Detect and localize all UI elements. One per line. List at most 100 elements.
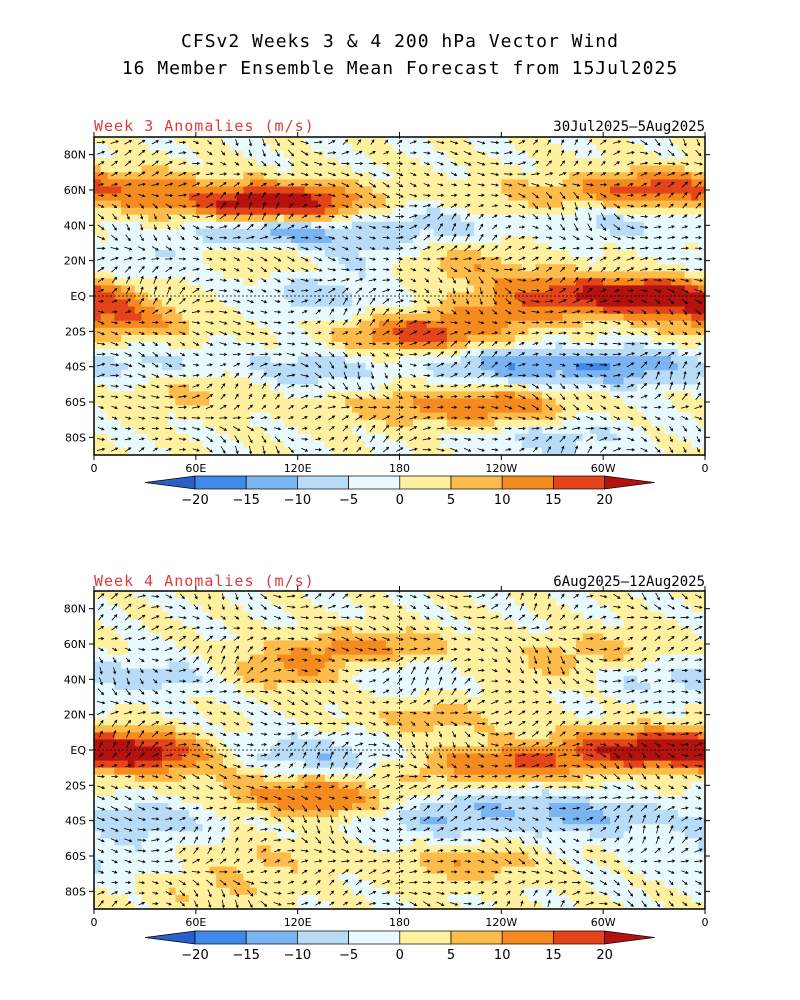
- anomaly-cell: [542, 221, 550, 230]
- anomaly-cell: [351, 158, 360, 166]
- anomaly-cell: [141, 377, 149, 385]
- anomaly-cell: [562, 221, 570, 230]
- wind-arrow: [531, 320, 540, 325]
- anomaly-cell: [630, 440, 638, 449]
- anomaly-cell: [589, 299, 597, 307]
- anomaly-cell: [609, 221, 618, 230]
- anomaly-cell: [419, 320, 428, 329]
- anomaly-cell: [555, 165, 563, 173]
- anomaly-cell: [297, 172, 305, 180]
- anomaly-cell: [453, 228, 461, 237]
- anomaly-cell: [535, 186, 543, 194]
- anomaly-cell: [576, 278, 584, 286]
- anomaly-cell: [121, 419, 129, 428]
- wind-arrow: [341, 268, 350, 272]
- wind-arrow: [450, 193, 458, 197]
- anomaly-cell: [243, 243, 251, 251]
- anomaly-cell: [487, 221, 495, 230]
- anomaly-cell: [284, 447, 292, 455]
- anomaly-cell: [277, 292, 285, 300]
- anomaly-cell: [297, 137, 305, 145]
- anomaly-cell: [684, 214, 692, 223]
- anomaly-cell: [555, 405, 563, 413]
- anomaly-cell: [324, 172, 333, 180]
- wind-arrow: [125, 234, 131, 242]
- anomaly-cell: [284, 299, 292, 307]
- anomaly-cell: [419, 384, 428, 392]
- anomaly-cell: [155, 334, 163, 343]
- anomaly-cell: [596, 250, 604, 258]
- anomaly-cell: [175, 243, 183, 251]
- wind-arrow: [234, 201, 239, 210]
- anomaly-cell: [609, 306, 618, 315]
- anomaly-cell: [603, 334, 611, 343]
- anomaly-cell: [630, 271, 638, 279]
- wind-arrow: [545, 172, 554, 176]
- anomaly-cell: [195, 306, 204, 315]
- anomaly-cell: [202, 278, 210, 286]
- anomaly-cell: [127, 391, 136, 399]
- anomaly-cell: [338, 158, 346, 166]
- anomaly-cell: [535, 144, 543, 152]
- anomaly-cell: [603, 228, 611, 237]
- anomaly-cell: [399, 172, 407, 180]
- wind-arrow: [694, 162, 703, 166]
- anomaly-cell: [297, 320, 305, 329]
- anomaly-cell: [256, 228, 265, 237]
- anomaly-cell: [189, 228, 197, 237]
- anomaly-cell: [616, 221, 624, 230]
- wind-arrow: [274, 224, 281, 230]
- anomaly-cell: [684, 144, 692, 152]
- anomaly-cell: [447, 243, 455, 251]
- wind-arrow: [694, 268, 703, 272]
- anomaly-cell: [100, 405, 108, 413]
- anomaly-cell: [548, 377, 557, 385]
- wind-arrow: [219, 289, 228, 293]
- anomaly-cell: [671, 264, 679, 272]
- anomaly-cell: [195, 137, 204, 145]
- wind-arrow: [383, 246, 390, 250]
- wind-arrow: [531, 267, 540, 272]
- anomaly-cell: [222, 264, 231, 272]
- anomaly-cell: [290, 313, 299, 322]
- anomaly-cell: [161, 285, 170, 293]
- anomaly-cell: [311, 179, 319, 187]
- anomaly-cell: [385, 235, 394, 244]
- anomaly-cell: [236, 391, 244, 399]
- anomaly-cell: [460, 384, 468, 392]
- anomaly-cell: [447, 285, 455, 293]
- anomaly-cell: [121, 285, 129, 293]
- anomaly-cell: [508, 200, 516, 209]
- anomaly-cell: [358, 334, 366, 343]
- anomaly-cell: [528, 186, 536, 194]
- wind-arrow: [518, 215, 526, 219]
- anomaly-cell: [677, 334, 686, 343]
- anomaly-cell: [671, 186, 679, 194]
- wind-arrow: [519, 342, 525, 346]
- anomaly-cell: [358, 377, 366, 385]
- anomaly-cell: [372, 405, 380, 413]
- wind-arrow: [369, 297, 376, 305]
- anomaly-cell: [684, 384, 692, 392]
- anomaly-cell: [94, 207, 102, 216]
- anomaly-cell: [345, 320, 353, 329]
- anomaly-cell: [392, 405, 400, 413]
- wind-arrow: [517, 267, 527, 271]
- anomaly-cell: [521, 341, 529, 350]
- wind-arrow: [248, 201, 253, 210]
- anomaly-cell: [229, 334, 237, 343]
- anomaly-cell: [698, 363, 705, 371]
- anomaly-cell: [508, 221, 516, 230]
- anomaly-cell: [338, 405, 346, 413]
- anomaly-cell: [440, 391, 448, 399]
- anomaly-cell: [555, 264, 563, 272]
- anomaly-cell: [677, 137, 686, 145]
- anomaly-cell: [345, 384, 353, 392]
- anomaly-cell: [222, 384, 231, 392]
- anomaly-cell: [263, 151, 271, 159]
- anomaly-cell: [284, 370, 292, 378]
- anomaly-cell: [236, 334, 244, 343]
- anomaly-cell: [107, 165, 115, 173]
- anomaly-cell: [284, 151, 292, 159]
- anomaly-cell: [175, 334, 183, 343]
